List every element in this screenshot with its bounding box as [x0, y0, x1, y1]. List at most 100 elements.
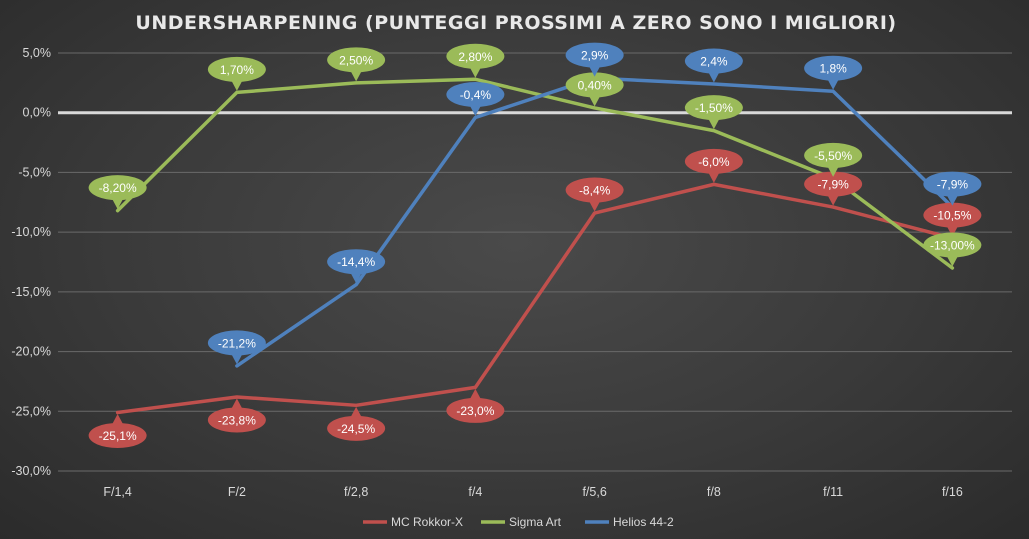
- series-line: [115, 77, 955, 270]
- data-label-text: -23,8%: [218, 413, 256, 427]
- chart-title: UNDERSHARPENING (PUNTEGGI PROSSIMI A ZER…: [135, 12, 896, 34]
- data-label-text: -13,00%: [930, 238, 975, 252]
- data-label-pointer: [111, 413, 124, 426]
- data-label-bubble: [565, 177, 624, 203]
- data-label-bubble: [327, 47, 386, 73]
- data-label: -5,50%: [804, 142, 863, 177]
- data-label-pointer: [230, 398, 243, 410]
- x-tick-label: f/5,6: [582, 485, 606, 499]
- data-label-pointer: [707, 171, 720, 183]
- data-label-bubble: [684, 95, 743, 121]
- y-tick-label: -20,0%: [11, 345, 51, 359]
- y-tick-label: 5,0%: [23, 46, 52, 60]
- data-label-pointer: [707, 117, 720, 130]
- data-label-text: 2,50%: [339, 53, 373, 67]
- data-label-bubble: [207, 407, 266, 433]
- x-tick-label: F/1,4: [103, 485, 132, 499]
- data-label-bubble: [327, 415, 386, 441]
- data-label-text: -6,0%: [698, 155, 730, 169]
- data-label-text: -23,0%: [456, 404, 494, 418]
- data-label-pointer: [588, 200, 601, 212]
- data-label-text: -7,9%: [937, 178, 969, 192]
- data-label-bubble: [565, 72, 624, 98]
- data-label-text: -21,2%: [218, 336, 256, 350]
- data-label-bubble: [446, 397, 505, 423]
- x-tick-label: f/11: [823, 485, 843, 499]
- series-line: [115, 182, 955, 415]
- data-label-pointer: [469, 66, 482, 78]
- x-tick-label: f/4: [468, 485, 482, 499]
- data-label-bubble: [923, 171, 982, 197]
- data-label: -25,1%: [88, 413, 147, 448]
- x-tick-label: f/8: [707, 485, 721, 499]
- data-label-bubble: [565, 42, 624, 68]
- y-tick-label: -25,0%: [11, 404, 51, 418]
- data-label-bubble: [804, 142, 863, 168]
- y-tick-label: -30,0%: [11, 464, 51, 478]
- data-label-pointer: [350, 70, 363, 82]
- data-label: -10,5%: [923, 202, 982, 237]
- data-label: 2,80%: [446, 43, 505, 78]
- data-label-text: -7,9%: [817, 178, 849, 192]
- data-label-pointer: [588, 95, 601, 107]
- series-lines: [115, 76, 955, 415]
- data-label-text: -14,4%: [337, 255, 375, 269]
- data-label-text: 2,9%: [581, 49, 609, 63]
- x-axis-ticks: F/1,4 F/2 f/2,8 f/4 f/5,6 f/8 f/11 f/16: [103, 485, 962, 499]
- data-label-text: -25,1%: [99, 429, 137, 443]
- data-label-text: -5,50%: [814, 149, 852, 163]
- data-label: -8,4%: [565, 177, 624, 212]
- data-label-pointer: [469, 388, 482, 401]
- x-tick-label: f/2,8: [344, 485, 368, 499]
- data-label-pointer: [588, 65, 601, 77]
- data-label: -24,5%: [327, 406, 386, 441]
- y-tick-label: -15,0%: [11, 285, 51, 299]
- data-label-text: -8,20%: [99, 181, 137, 195]
- data-label-bubble: [923, 202, 982, 228]
- data-label-bubble: [446, 43, 505, 69]
- y-tick-label: -10,0%: [11, 225, 51, 239]
- y-tick-label: 0,0%: [23, 106, 52, 120]
- data-label: 1,8%: [804, 55, 863, 90]
- data-label-bubble: [684, 148, 743, 174]
- grid: [58, 52, 1012, 472]
- data-label: -13,00%: [923, 232, 982, 267]
- x-tick-label: f/16: [942, 485, 963, 499]
- data-label-text: -24,5%: [337, 422, 375, 436]
- legend-entry: Helios 44-2: [613, 515, 674, 529]
- data-label: -0,4%: [446, 81, 505, 116]
- data-label-pointer: [111, 197, 124, 210]
- data-label-pointer: [946, 194, 959, 206]
- series-line: [235, 76, 955, 368]
- data-labels: -25,1% -23,8% -24,5% -23,0% -8,4% -6,0% -7,9% -…: [88, 42, 982, 448]
- data-label: 2,4%: [684, 48, 743, 83]
- data-label-bubble: [327, 249, 386, 275]
- data-label: 1,70%: [207, 56, 266, 91]
- data-label: -8,20%: [88, 175, 147, 210]
- data-label-text: 0,40%: [578, 78, 612, 92]
- data-label-bubble: [207, 330, 266, 356]
- data-label-bubble: [88, 175, 147, 201]
- data-label: -7,9%: [804, 171, 863, 206]
- data-label-pointer: [707, 71, 720, 83]
- x-tick-label: F/2: [228, 485, 246, 499]
- data-label-pointer: [230, 79, 243, 91]
- legend-entry: MC Rokkor-X: [391, 515, 463, 529]
- y-axis-ticks: 5,0% 0,0% -5,0% -10,0% -15,0% -20,0% -25,0% -30…: [11, 46, 51, 478]
- data-label-pointer: [230, 353, 243, 365]
- data-label-pointer: [350, 271, 363, 284]
- data-label: -1,50%: [684, 95, 743, 130]
- data-label-text: 1,8%: [819, 62, 847, 76]
- data-label-bubble: [446, 81, 505, 107]
- data-label: -23,8%: [207, 398, 266, 433]
- data-label: 2,50%: [327, 47, 386, 82]
- legend: MC Rokkor-X Sigma Art Helios 44-2: [363, 515, 674, 529]
- data-label: -14,4%: [327, 249, 386, 284]
- data-label-text: 1,70%: [220, 63, 254, 77]
- data-label-bubble: [923, 232, 982, 258]
- data-label-pointer: [350, 406, 363, 419]
- data-label-text: 2,80%: [458, 50, 492, 64]
- data-label-bubble: [207, 56, 266, 82]
- data-label: -21,2%: [207, 330, 266, 365]
